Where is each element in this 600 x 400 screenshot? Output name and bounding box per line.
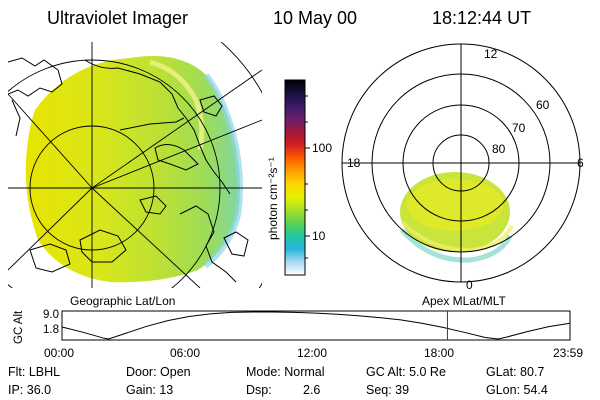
altitude-ytick-low: 1.8 [43, 324, 59, 336]
geographic-image-panel [8, 42, 262, 288]
mlt-label-left: 18 [347, 156, 361, 170]
time-tick-0600: 06:00 [170, 346, 201, 360]
altitude-ylabel: GC Alt [13, 310, 25, 344]
apex-polar-panel: 12 18 6 0 60 70 80 [341, 43, 584, 292]
status-glat: GLat: 80.7 [486, 365, 545, 379]
emission-edge-blue [203, 73, 243, 269]
status-gain: Gain: 13 [126, 383, 174, 397]
colorbar: 100 10 photon cm⁻²s⁻¹ [266, 79, 332, 276]
mlt-label-right: 6 [577, 156, 584, 170]
altitude-series-line [61, 311, 571, 340]
time-tick-2359: 23:59 [553, 346, 584, 360]
instrument-title: Ultraviolet Imager [47, 8, 189, 28]
status-dsp-label: Dsp: [246, 383, 272, 397]
polar-panel-caption: Apex MLat/MLT [422, 294, 506, 308]
polar-edge-blue [400, 228, 513, 263]
observation-date: 10 May 00 [273, 8, 358, 28]
status-dsp-value: 2.6 [303, 383, 321, 397]
polar-bright-rim [400, 220, 514, 253]
status-seq: Seq: 39 [366, 383, 410, 397]
coastlines [8, 57, 249, 283]
status-door: Door: Open [126, 365, 191, 379]
lat-lon-grid [8, 42, 262, 288]
status-ip: IP: 36.0 [8, 383, 52, 397]
altitude-plot: 9.0 1.8 GC Alt [13, 309, 571, 344]
status-gc-alt: GC Alt: 5.0 Re [366, 365, 446, 379]
colorbar-unit-label: photon cm⁻²s⁻¹ [266, 157, 280, 240]
colorbar-tick-10: 10 [312, 229, 326, 243]
status-filter: Flt: LBHL [8, 365, 61, 379]
altitude-ytick-high: 9.0 [43, 309, 59, 321]
status-mode: Mode: Normal [246, 365, 325, 379]
mlat-label-60: 60 [536, 98, 550, 112]
observation-time: 18:12:44 UT [432, 8, 532, 28]
time-tick-1800: 18:00 [424, 346, 455, 360]
time-tick-1200: 12:00 [297, 346, 328, 360]
colorbar-tick-100: 100 [312, 141, 332, 155]
polar-grid [341, 43, 581, 283]
mlt-label-bottom: 0 [466, 278, 473, 292]
mlat-label-80: 80 [492, 142, 506, 156]
status-glon: GLon: 54.4 [486, 383, 548, 397]
mlat-label-70: 70 [512, 121, 526, 135]
emission-blob [25, 56, 240, 283]
altitude-plot-frame [61, 310, 571, 341]
geo-panel-caption: Geographic Lat/Lon [70, 294, 176, 308]
time-tick-0000: 00:00 [44, 346, 75, 360]
mlt-label-top: 12 [484, 47, 498, 61]
dayside-bright-arc [149, 59, 205, 151]
